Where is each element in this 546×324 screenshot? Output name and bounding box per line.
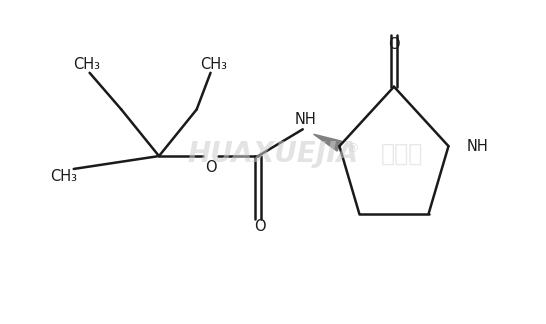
Text: CH₃: CH₃ (73, 57, 100, 72)
Text: O: O (388, 37, 400, 52)
Text: 化学加: 化学加 (381, 142, 423, 166)
Text: HUAXUEJIA: HUAXUEJIA (187, 140, 359, 168)
Text: CH₃: CH₃ (200, 57, 227, 72)
Text: O: O (254, 219, 266, 234)
Polygon shape (313, 134, 342, 151)
Text: O: O (205, 160, 216, 176)
Text: NH: NH (466, 139, 488, 154)
Text: CH₃: CH₃ (50, 169, 78, 184)
Text: ®: ® (346, 142, 359, 155)
Text: NH: NH (295, 112, 317, 127)
